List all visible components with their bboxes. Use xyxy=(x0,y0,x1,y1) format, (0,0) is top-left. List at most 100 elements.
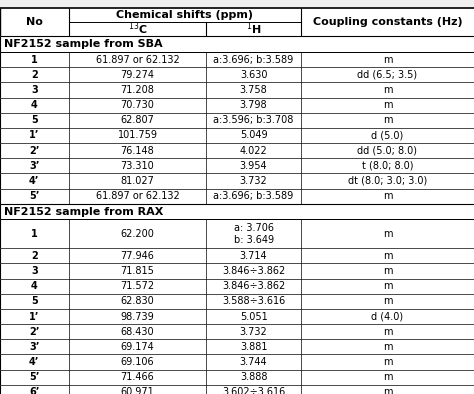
Text: 71.208: 71.208 xyxy=(120,85,155,95)
Bar xyxy=(0,158,474,173)
Text: 69.106: 69.106 xyxy=(121,357,154,367)
Text: m: m xyxy=(383,55,392,65)
Text: 1: 1 xyxy=(31,229,38,239)
Text: 1’: 1’ xyxy=(29,312,40,322)
Text: 4’: 4’ xyxy=(29,176,40,186)
Text: 73.310: 73.310 xyxy=(120,161,155,171)
Text: 68.430: 68.430 xyxy=(121,327,154,337)
Text: 3.714: 3.714 xyxy=(240,251,267,261)
Text: 2’: 2’ xyxy=(29,327,40,337)
Bar xyxy=(0,143,474,158)
Bar xyxy=(0,173,474,188)
Text: dt (8.0; 3.0; 3.0): dt (8.0; 3.0; 3.0) xyxy=(348,176,427,186)
Text: 3.888: 3.888 xyxy=(240,372,267,382)
Bar xyxy=(0,219,474,248)
Text: m: m xyxy=(383,327,392,337)
Bar xyxy=(0,204,474,219)
Text: d (5.0): d (5.0) xyxy=(371,130,404,140)
Text: m: m xyxy=(383,191,392,201)
Text: 3’: 3’ xyxy=(29,161,40,171)
Text: 3.758: 3.758 xyxy=(240,85,267,95)
Text: m: m xyxy=(383,115,392,125)
Text: 5’: 5’ xyxy=(29,372,40,382)
Text: 69.174: 69.174 xyxy=(120,342,155,352)
Text: 5: 5 xyxy=(31,115,38,125)
Text: 70.730: 70.730 xyxy=(120,100,155,110)
Text: 60.971: 60.971 xyxy=(120,387,155,394)
Text: 62.807: 62.807 xyxy=(120,115,155,125)
Text: m: m xyxy=(383,357,392,367)
Text: NF2152 sample from RAX: NF2152 sample from RAX xyxy=(4,206,163,217)
Text: 76.148: 76.148 xyxy=(120,146,155,156)
Text: 71.572: 71.572 xyxy=(120,281,155,291)
Text: 2: 2 xyxy=(31,251,38,261)
Text: NF2152 sample from SBA: NF2152 sample from SBA xyxy=(4,39,163,49)
Text: m: m xyxy=(383,251,392,261)
Text: a:3.596; b:3.708: a:3.596; b:3.708 xyxy=(213,115,294,125)
Text: Chemical shifts (ppm): Chemical shifts (ppm) xyxy=(116,10,254,20)
Bar xyxy=(0,113,474,128)
Text: m: m xyxy=(383,229,392,239)
Text: 3.732: 3.732 xyxy=(240,327,267,337)
Bar xyxy=(0,98,474,113)
Text: m: m xyxy=(383,342,392,352)
Text: 2: 2 xyxy=(31,70,38,80)
Text: 71.815: 71.815 xyxy=(120,266,155,276)
Bar xyxy=(0,264,474,279)
Text: m: m xyxy=(383,372,392,382)
Text: 3’: 3’ xyxy=(29,342,40,352)
Bar xyxy=(0,248,474,264)
Bar xyxy=(0,52,474,67)
Text: m: m xyxy=(383,387,392,394)
Bar xyxy=(0,8,474,36)
Text: $^{13}$C: $^{13}$C xyxy=(128,20,147,37)
Bar xyxy=(0,128,474,143)
Text: 5’: 5’ xyxy=(29,191,40,201)
Text: 4: 4 xyxy=(31,281,38,291)
Text: m: m xyxy=(383,281,392,291)
Bar xyxy=(0,339,474,355)
Text: 1’: 1’ xyxy=(29,130,40,140)
Text: 61.897 or 62.132: 61.897 or 62.132 xyxy=(96,191,179,201)
Text: 6’: 6’ xyxy=(29,387,40,394)
Bar xyxy=(0,309,474,324)
Text: 71.466: 71.466 xyxy=(120,372,155,382)
Text: t (8.0; 8.0): t (8.0; 8.0) xyxy=(362,161,413,171)
Text: 3: 3 xyxy=(31,85,38,95)
Text: 3: 3 xyxy=(31,266,38,276)
Text: No: No xyxy=(26,17,43,27)
Text: Coupling constants (Hz): Coupling constants (Hz) xyxy=(313,17,462,27)
Text: 3.798: 3.798 xyxy=(240,100,267,110)
Text: 3.732: 3.732 xyxy=(240,176,267,186)
Bar xyxy=(0,279,474,294)
Text: 101.759: 101.759 xyxy=(118,130,157,140)
Text: 98.739: 98.739 xyxy=(120,312,155,322)
Text: m: m xyxy=(383,296,392,307)
Bar xyxy=(0,324,474,339)
Text: 4: 4 xyxy=(31,100,38,110)
Text: 62.830: 62.830 xyxy=(120,296,155,307)
Text: m: m xyxy=(383,266,392,276)
Text: 79.274: 79.274 xyxy=(120,70,155,80)
Bar xyxy=(0,294,474,309)
Text: m: m xyxy=(383,100,392,110)
Text: 3.588÷3.616: 3.588÷3.616 xyxy=(222,296,285,307)
Bar xyxy=(0,67,474,82)
Text: 81.027: 81.027 xyxy=(120,176,155,186)
Text: a:3.696; b:3.589: a:3.696; b:3.589 xyxy=(213,191,294,201)
Text: 4’: 4’ xyxy=(29,357,40,367)
Text: m: m xyxy=(383,85,392,95)
Bar xyxy=(0,188,474,204)
Text: 3.881: 3.881 xyxy=(240,342,267,352)
Bar xyxy=(0,82,474,98)
Text: 1: 1 xyxy=(31,55,38,65)
Bar xyxy=(0,355,474,370)
Text: dd (5.0; 8.0): dd (5.0; 8.0) xyxy=(357,146,418,156)
Text: 62.200: 62.200 xyxy=(120,229,155,239)
Bar xyxy=(0,370,474,385)
Text: 3.602÷3.616: 3.602÷3.616 xyxy=(222,387,285,394)
Text: 5: 5 xyxy=(31,296,38,307)
Text: 77.946: 77.946 xyxy=(120,251,155,261)
Bar xyxy=(0,36,474,52)
Text: 3.846÷3.862: 3.846÷3.862 xyxy=(222,281,285,291)
